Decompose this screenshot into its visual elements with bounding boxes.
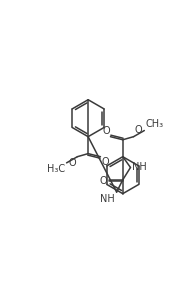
Text: O: O bbox=[134, 125, 142, 135]
Text: NH: NH bbox=[132, 162, 147, 173]
Text: O: O bbox=[101, 157, 109, 168]
Text: O: O bbox=[102, 126, 110, 136]
Text: H₃C: H₃C bbox=[47, 164, 65, 174]
Text: NH: NH bbox=[100, 194, 115, 204]
Text: CH₃: CH₃ bbox=[146, 119, 164, 129]
Text: O: O bbox=[69, 158, 77, 168]
Text: O: O bbox=[100, 175, 107, 186]
